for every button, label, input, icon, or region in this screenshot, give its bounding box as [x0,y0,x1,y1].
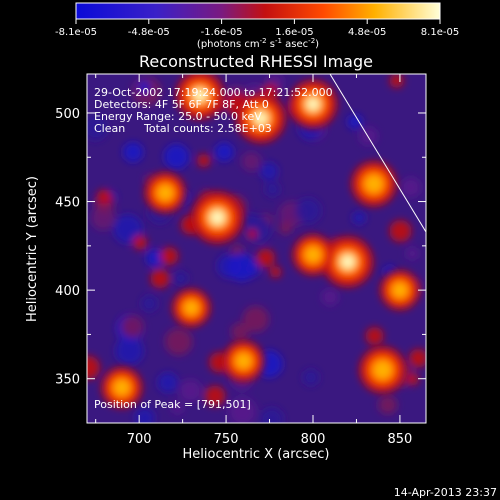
texture-blob [123,142,144,163]
bright-source [322,236,374,288]
texture-blob [352,211,366,225]
colorbar-tick-label: -4.8e-05 [128,27,170,38]
colorbar [75,2,441,20]
texture-blob [321,288,339,306]
texture-blob [146,249,164,268]
bright-source [101,367,143,408]
bright-source [236,93,286,143]
texture-blob [150,269,170,289]
colorbar-tick-label: 4.8e-05 [348,27,386,38]
texture-blob [121,315,144,338]
texture-blob [409,348,426,368]
info-block: 29-Oct-2002 17:19:24.000 to 17:21:52.000… [94,86,333,135]
texture-blob [113,214,143,244]
texture-blob [378,395,398,415]
y-axis: 350 400 450 500 [55,107,426,424]
texture-blob [405,247,419,260]
colorbar-ticks: -8.1e-05 -4.8e-05 -1.6e-05 1.6e-05 4.8e-05 8.… [55,19,459,38]
texture-blob [179,379,202,403]
texture-blob [365,327,384,346]
bright-source [191,191,244,244]
bright-source [172,288,211,327]
texture-blob [137,80,151,94]
texture-blob [247,229,258,240]
texture-blob [171,401,184,414]
bright-source [176,74,224,120]
texture-blob [406,372,419,386]
colorbar-tick-label: 1.6e-05 [275,27,313,38]
texture-blob [400,177,421,198]
texture-blob [269,266,282,278]
texture-blob [241,151,261,172]
x-tick-label: 850 [388,432,413,447]
bright-source [289,80,337,129]
colorbar-tick-label: -8.1e-05 [55,27,97,38]
plot-title: Reconstructed RHESSI Image [139,52,373,71]
texture-blob [160,247,179,266]
texture-blob [115,336,144,365]
texture-blob [278,221,293,235]
info-line-counts: Total counts: 2.58E+03 [143,122,272,135]
texture-blob [134,407,155,423]
texture-blob [214,142,234,162]
x-tick-label: 800 [301,432,326,447]
texture-blob [259,162,279,181]
x-axis: 700 750 800 850 [95,74,413,447]
texture-blob [197,153,211,168]
texture-blob [173,271,188,286]
bright-source [223,340,264,382]
info-line-energy: Energy Range: 25.0 - 50.0 keV [94,110,262,123]
footer-timestamp: 14-Apr-2013 23:37 [394,486,497,499]
y-tick-label: 400 [55,284,80,299]
info-line-clean: Clean [94,122,125,135]
plot-frame [86,73,427,424]
texture-blob [265,181,280,197]
x-axis-title: Heliocentric X (arcsec) [183,447,330,462]
texture-blob [389,74,404,88]
y-tick-label: 450 [55,196,80,211]
info-line-detectors: Detectors: 4F 5F 6F 7F 8F, Att 0 [94,98,269,111]
texture-blob [359,127,378,146]
texture-blob [302,369,319,386]
colorbar-tick-label: 8.1e-05 [421,27,459,38]
y-axis-title: Heliocentric Y (arcsec) [25,176,40,322]
image-area [87,74,426,423]
texture-blob [132,235,148,250]
texture-blob [141,295,158,312]
texture-blob [347,114,363,130]
bright-source [359,346,406,394]
limb-line [329,74,426,233]
colorbar-tick-label: -1.6e-05 [201,27,243,38]
texture-blob [87,115,108,141]
texture-blob [227,253,256,282]
texture-blob [164,327,193,356]
texture-blob [230,322,250,341]
texture-blob [260,407,284,423]
texture-blob [389,219,412,243]
texture-blob [256,248,276,268]
texture-blob [228,397,257,423]
texture-blob [163,143,190,170]
x-tick-label: 700 [127,432,152,447]
texture-blob [96,189,112,205]
info-line-time: 29-Oct-2002 17:19:24.000 to 17:21:52.000 [94,86,333,99]
y-tick-label: 350 [55,373,80,388]
bright-source [144,172,186,214]
bright-source [351,161,397,207]
bright-source [292,234,334,276]
peak-position: Position of Peak = [791,501] [94,398,251,411]
bright-source [380,270,420,310]
x-tick-label: 750 [214,432,239,447]
texture-blob [204,385,226,407]
texture-blob [242,306,269,333]
colorbar-unit: (photons cm-2 s-1 asec-2) [197,37,319,50]
y-tick-label: 500 [55,107,80,122]
texture-blob [243,215,272,243]
texture-blob [295,197,321,224]
texture-blob [157,372,179,393]
texture-blob [87,355,100,380]
